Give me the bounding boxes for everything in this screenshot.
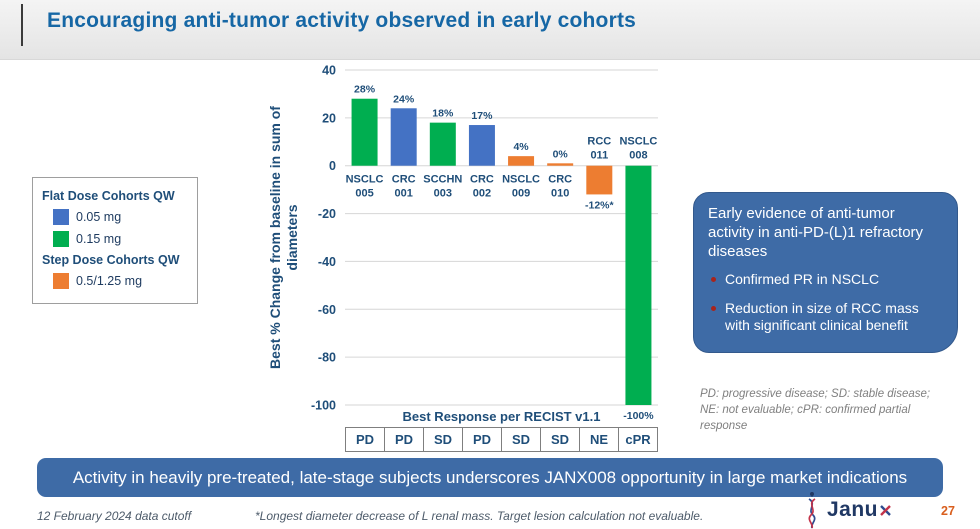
- cohort-label: NSCLC: [502, 174, 540, 186]
- callout-bullet: Reduction in size of RCC mass with signi…: [708, 300, 943, 335]
- bar-value-label: 18%: [432, 108, 454, 120]
- response-table: PD PD SD PD SD SD NE cPR: [345, 427, 658, 452]
- legend-swatch: [53, 273, 69, 289]
- bar-value-label: -100%: [623, 410, 654, 422]
- y-axis-title: Best % Change from baseline in sum of: [267, 106, 283, 369]
- callout-bullet-list: Confirmed PR in NSCLC Reduction in size o…: [708, 271, 943, 335]
- dose-legend: Flat Dose Cohorts QW 0.05 mg 0.15 mg Step D…: [32, 177, 198, 304]
- cohort-label: RCC: [587, 136, 611, 148]
- bar-scchn-003: [429, 122, 456, 166]
- cohort-label: CRC: [392, 174, 416, 186]
- response-cell: PD: [463, 427, 502, 452]
- callout-heading: Early evidence of anti-tumor activity in…: [708, 205, 924, 260]
- bar-value-label: 28%: [354, 84, 376, 96]
- bar-crc-010: [547, 163, 574, 166]
- response-cell: SD: [424, 427, 463, 452]
- response-cell: PD: [385, 427, 424, 452]
- asterisk-footnote: *Longest diameter decrease of L renal ma…: [255, 509, 704, 523]
- cohort-label: 001: [395, 188, 413, 200]
- y-tick-label: -20: [318, 207, 336, 221]
- data-cutoff-note: 12 February 2024 data cutoff: [37, 509, 192, 523]
- bar-nsclc-008: [625, 165, 652, 405]
- y-tick-label: -40: [318, 255, 336, 269]
- bar-crc-002: [468, 125, 495, 166]
- legend-swatch: [53, 209, 69, 225]
- cohort-label: 002: [473, 188, 491, 200]
- y-tick-label: -60: [318, 303, 336, 317]
- slide-header: Encouraging anti-tumor activity observed…: [0, 0, 980, 60]
- y-tick-label: 0: [329, 159, 336, 173]
- bar-rcc-011: [586, 165, 613, 195]
- abbreviation-note: PD: progressive disease; SD: stable dise…: [700, 388, 931, 433]
- cohort-label: NSCLC: [346, 174, 384, 186]
- response-cell: NE: [580, 427, 619, 452]
- legend-group-title: Step Dose Cohorts QW: [42, 253, 180, 267]
- y-tick-label: -100: [311, 399, 336, 413]
- cohort-label: 009: [512, 188, 530, 200]
- cohort-label: CRC: [548, 174, 572, 186]
- legend-swatch: [53, 231, 69, 247]
- cohort-label: 008: [629, 150, 647, 162]
- bar-nsclc-005: [351, 98, 378, 166]
- callout-box: Early evidence of anti-tumor activity in…: [693, 192, 958, 353]
- legend-item: 0.15 mg: [53, 231, 188, 247]
- callout-bullet-text: Confirmed PR in NSCLC: [725, 271, 880, 288]
- response-table-title: Best Response per RECIST v1.1: [402, 409, 601, 424]
- page-number: 27: [941, 504, 955, 518]
- response-cell: SD: [502, 427, 541, 452]
- cohort-label: 005: [355, 188, 373, 200]
- y-tick-label: -80: [318, 351, 336, 365]
- slide-title: Encouraging anti-tumor activity observed…: [47, 9, 637, 32]
- cohort-label: 011: [590, 150, 608, 162]
- response-cell: SD: [541, 427, 580, 452]
- cohort-label: SCCHN: [423, 174, 462, 186]
- bar-value-label: 17%: [471, 110, 493, 122]
- legend-label: 0.5/1.25 mg: [76, 274, 143, 288]
- logo-x-icon: [880, 505, 891, 516]
- bar-value-label: 0%: [553, 148, 569, 160]
- cohort-label: NSCLC: [619, 136, 657, 148]
- bar-crc-001: [390, 108, 417, 166]
- bar-nsclc-009: [508, 156, 535, 166]
- takeaway-banner: Activity in heavily pre-treated, late-st…: [37, 458, 943, 497]
- y-axis-title: diameters: [284, 204, 300, 270]
- cohort-label: 003: [434, 188, 452, 200]
- callout-bullet: Confirmed PR in NSCLC: [708, 271, 943, 289]
- response-cell: cPR: [619, 427, 658, 452]
- legend-group-title: Flat Dose Cohorts QW: [42, 189, 175, 203]
- callout-bullet-text: Reduction in size of RCC mass with signi…: [725, 299, 919, 334]
- dna-helix-icon: [808, 492, 816, 529]
- legend-item: 0.05 mg: [53, 209, 188, 225]
- title-accent-line: [21, 4, 23, 46]
- legend-label: 0.05 mg: [76, 210, 122, 224]
- bullet-dot-icon: [711, 305, 716, 311]
- bullet-dot-icon: [711, 277, 716, 283]
- bar-value-label: 24%: [393, 93, 415, 105]
- cohort-label: CRC: [470, 174, 494, 186]
- y-tick-label: 20: [322, 111, 336, 125]
- logo-text: Janu: [827, 498, 879, 521]
- legend-item: 0.5/1.25 mg: [53, 273, 188, 289]
- janux-logo: Janu: [801, 491, 892, 529]
- legend-label: 0.15 mg: [76, 232, 122, 246]
- bar-value-label: -12%*: [585, 199, 615, 211]
- waterfall-chart-svg: 40 20 0 -20 -40 -60 -80 -100 Best % Change from …: [267, 64, 658, 422]
- bar-value-label: 4%: [513, 141, 529, 153]
- takeaway-text: Activity in heavily pre-treated, late-st…: [72, 467, 908, 487]
- cohort-label: 010: [551, 188, 569, 200]
- response-cell: PD: [345, 427, 385, 452]
- y-tick-label: 40: [322, 64, 336, 78]
